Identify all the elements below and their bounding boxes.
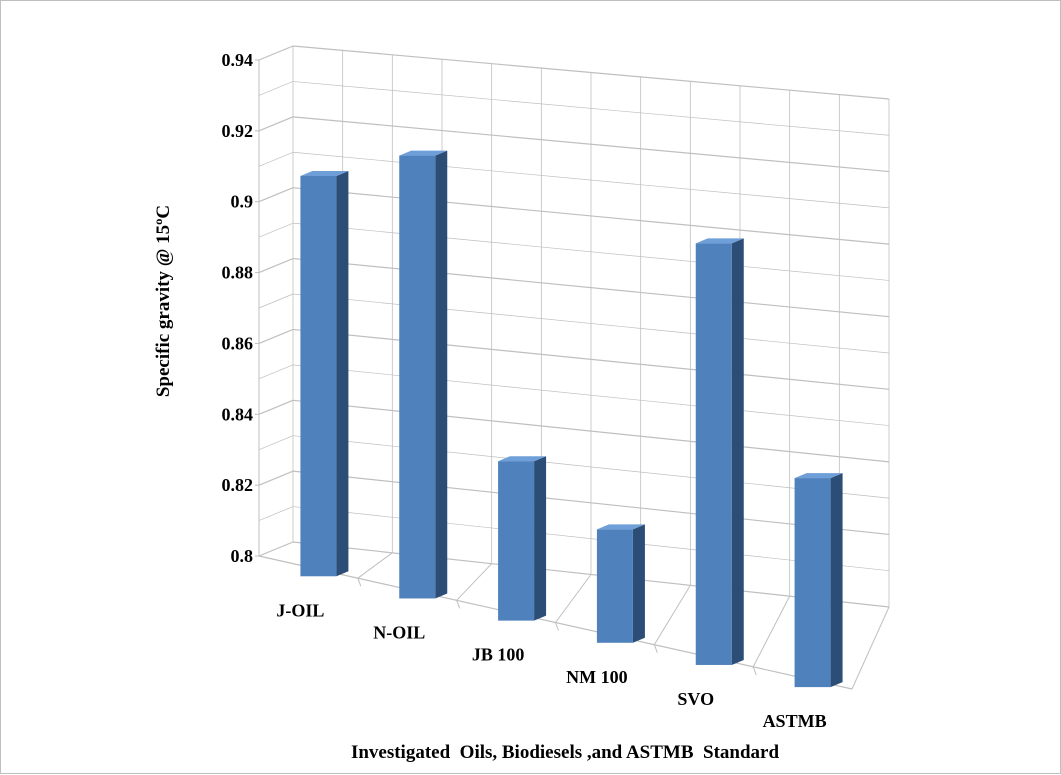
bar-j-oil bbox=[300, 170, 349, 577]
bar-top bbox=[794, 473, 843, 479]
grid-layer bbox=[258, 45, 890, 690]
bar-side bbox=[731, 238, 744, 665]
gridline-side bbox=[258, 81, 294, 96]
gridline-side bbox=[258, 435, 294, 451]
y-tick-label: 0.86 bbox=[222, 333, 254, 353]
x-tick-label: J-OIL bbox=[276, 600, 324, 620]
bar-side bbox=[435, 150, 448, 599]
bar-front bbox=[399, 155, 436, 599]
bar-top bbox=[695, 238, 744, 244]
floor-separator bbox=[456, 563, 493, 601]
gridline-side bbox=[258, 187, 294, 203]
x-axis-title: Investigated Oils, Biodiesels ,and ASTMB… bbox=[351, 742, 780, 763]
bar-top bbox=[596, 524, 645, 530]
gridline-side bbox=[258, 506, 294, 521]
bar-front bbox=[300, 175, 337, 577]
bar-side bbox=[336, 170, 349, 577]
gridline-side bbox=[258, 258, 294, 274]
gridline-side bbox=[258, 116, 294, 132]
x-tick-label: ASTMB bbox=[763, 711, 827, 731]
x-tick-mark bbox=[752, 666, 757, 676]
bar-astmb bbox=[794, 473, 843, 688]
y-tick-label: 0.94 bbox=[222, 50, 254, 70]
y-tick-label: 0.82 bbox=[222, 475, 254, 495]
x-tick-mark bbox=[357, 577, 362, 587]
bar-top bbox=[498, 456, 547, 462]
floor-right-edge bbox=[851, 606, 890, 690]
x-tick-mark bbox=[456, 600, 461, 609]
y-tick-label: 0.92 bbox=[222, 121, 254, 141]
gridline-side bbox=[258, 328, 294, 344]
gridline-side bbox=[258, 151, 294, 167]
bar-side bbox=[534, 456, 547, 621]
y-tick-label: 0.88 bbox=[222, 263, 254, 283]
bar-front bbox=[794, 478, 831, 688]
bar-svo bbox=[695, 238, 744, 665]
y-axis-title: Specific gravity @ 15ºC bbox=[153, 205, 174, 397]
gridline-side bbox=[258, 45, 294, 61]
y-tick-label: 0.84 bbox=[222, 404, 254, 424]
gridline-side bbox=[258, 293, 294, 309]
x-tick-mark bbox=[555, 622, 559, 631]
x-tick-label: SVO bbox=[677, 689, 714, 709]
bar-side bbox=[632, 524, 645, 643]
bar-nm-100 bbox=[596, 524, 645, 643]
bar-front bbox=[596, 529, 633, 643]
bar-front bbox=[695, 243, 732, 665]
gridline-side bbox=[258, 364, 294, 380]
x-tick-label: NM 100 bbox=[566, 667, 628, 687]
gridline-side bbox=[258, 222, 294, 238]
gridline-side bbox=[258, 541, 294, 557]
bars-layer bbox=[300, 150, 843, 688]
gridline-side bbox=[258, 470, 294, 486]
bar-n-oil bbox=[399, 150, 448, 599]
bar-side bbox=[830, 473, 843, 688]
y-tick-labels: 0.8 0.82 0.84 0.86 0.88 0.9 0.92 0.94 bbox=[222, 50, 259, 566]
floor-separator bbox=[653, 585, 691, 645]
bar-top bbox=[399, 150, 448, 156]
bar-top bbox=[300, 170, 349, 176]
y-tick-label: 0.9 bbox=[231, 192, 254, 212]
gridline-side bbox=[258, 399, 294, 415]
y-tick-label: 0.8 bbox=[231, 546, 254, 566]
floor-separator bbox=[555, 574, 592, 623]
floor-separator bbox=[752, 595, 791, 668]
x-tick-label: N-OIL bbox=[373, 622, 425, 642]
bar-jb-100 bbox=[498, 456, 547, 621]
x-tick-label: JB 100 bbox=[472, 645, 525, 665]
floor-separator bbox=[357, 552, 393, 579]
x-tick-mark bbox=[653, 644, 658, 653]
bar-front bbox=[498, 461, 535, 621]
x-tick-labels: J-OIL N-OIL JB 100 NM 100 SVO ASTMB bbox=[276, 600, 826, 731]
